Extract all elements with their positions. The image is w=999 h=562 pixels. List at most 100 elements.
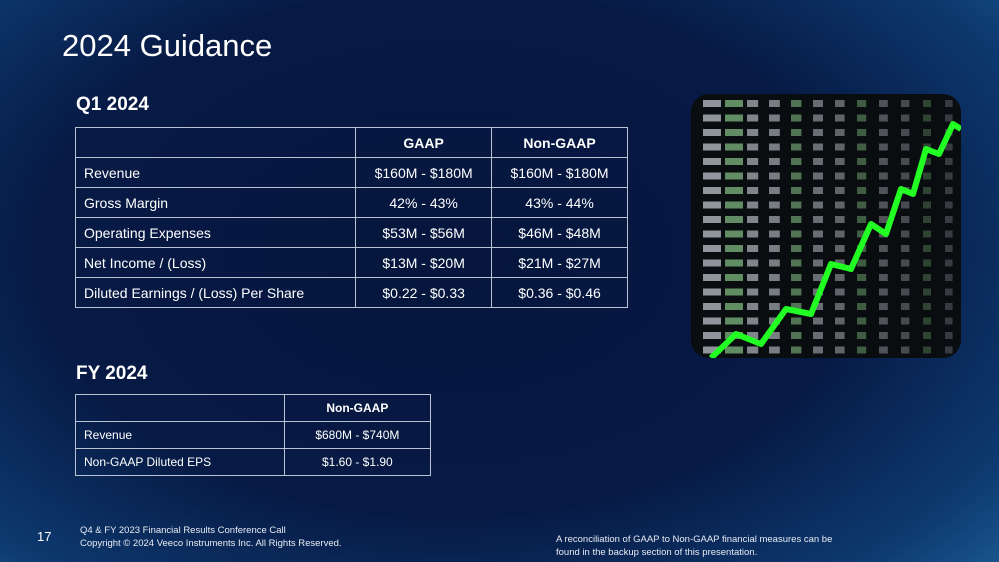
ticker-glyph [901, 332, 910, 339]
ticker-glyph [857, 114, 867, 122]
ticker-glyph [835, 259, 845, 267]
ticker-glyph [835, 129, 845, 136]
ticker-glyph [901, 346, 910, 354]
ticker-glyph [769, 201, 780, 209]
table-cell: Non-GAAP Diluted EPS [75, 448, 285, 476]
ticker-glyph [857, 303, 867, 310]
ticker-glyph [923, 172, 931, 180]
q1-table: GAAP Non-GAAP Revenue $160M - $180M $160M - … [74, 127, 628, 308]
ticker-glyph [769, 332, 780, 339]
ticker-glyph [835, 332, 845, 339]
ticker-glyph [835, 230, 845, 238]
ticker-glyph [945, 201, 953, 209]
ticker-glyph [791, 245, 802, 252]
ticker-glyph [901, 259, 910, 267]
ticker-glyph [923, 187, 931, 194]
ticker-glyph [769, 100, 780, 107]
ticker-glyph [703, 187, 721, 194]
ticker-glyph [901, 288, 910, 296]
ticker-glyph [857, 216, 867, 223]
ticker-glyph [747, 288, 759, 296]
ticker-glyph [769, 274, 780, 281]
ticker-glyph [813, 100, 823, 107]
ticker-glyph [857, 201, 867, 209]
ticker-glyph [945, 332, 953, 339]
table-row: Diluted Earnings / (Loss) Per Share $0.22… [74, 277, 628, 308]
ticker-glyph [901, 201, 910, 209]
ticker-glyph [879, 201, 888, 209]
ticker-glyph [835, 303, 845, 310]
ticker-glyph [769, 187, 780, 194]
ticker-glyph [879, 100, 888, 107]
ticker-glyph [945, 172, 953, 180]
ticker-glyph [857, 259, 867, 267]
section-heading: FY 2024 [76, 363, 148, 384]
ticker-glyph [835, 216, 845, 223]
ticker-glyph [835, 172, 845, 180]
ticker-glyph [813, 230, 823, 238]
ticker-glyph [879, 216, 888, 223]
ticker-glyph [945, 230, 953, 238]
page-number: 17 [37, 529, 52, 544]
ticker-glyph [857, 187, 867, 194]
ticker-glyph [879, 172, 888, 180]
ticker-glyph [813, 245, 823, 252]
ticker-glyph [725, 172, 743, 180]
section-heading: Q1 2024 [76, 94, 149, 115]
ticker-glyph [835, 201, 845, 209]
ticker-glyph [791, 332, 802, 339]
ticker-glyph [703, 114, 721, 122]
ticker-glyph [835, 143, 845, 151]
ticker-glyph [813, 303, 823, 310]
ticker-glyph [725, 158, 743, 165]
ticker-glyph [813, 259, 823, 267]
header-cell: Non-GAAP [491, 127, 628, 158]
footnote: A reconciliation of GAAP to Non-GAAP fin… [556, 533, 832, 559]
ticker-glyph [769, 259, 780, 267]
ticker-glyph [747, 303, 759, 310]
ticker-glyph [703, 303, 721, 310]
table-cell: $13M - $20M [355, 247, 493, 278]
table-cell: $53M - $56M [355, 217, 493, 248]
ticker-glyph [725, 100, 743, 107]
table-cell: Revenue [74, 157, 357, 188]
table-cell: $160M - $180M [491, 157, 628, 188]
ticker-glyph [901, 245, 910, 252]
fy-table: Non-GAAP Revenue $680M - $740M Non-GAAP Dil… [75, 394, 432, 476]
table-cell: $1.60 - $1.90 [283, 448, 432, 476]
ticker-glyph [923, 216, 931, 223]
ticker-glyph [857, 274, 867, 281]
ticker-glyph [945, 187, 953, 194]
ticker-glyph [703, 230, 721, 238]
ticker-glyph [703, 216, 721, 223]
table-cell: Diluted Earnings / (Loss) Per Share [74, 277, 357, 308]
ticker-glyph [901, 143, 910, 151]
ticker-glyph [945, 274, 953, 281]
ticker-glyph [769, 129, 780, 136]
ticker-glyph [923, 158, 931, 165]
ticker-glyph [879, 259, 888, 267]
ticker-glyph [879, 346, 888, 354]
ticker-glyph [747, 332, 759, 339]
ticker-glyph [945, 100, 953, 107]
ticker-glyph [747, 158, 759, 165]
ticker-glyph [923, 100, 931, 107]
ticker-glyph [857, 317, 867, 325]
ticker-glyph [857, 230, 867, 238]
ticker-glyph [747, 230, 759, 238]
ticker-glyph [945, 288, 953, 296]
ticker-glyph [835, 187, 845, 194]
ticker-glyph [945, 346, 953, 354]
table-cell: Revenue [75, 421, 285, 449]
table-cell: $46M - $48M [491, 217, 628, 248]
ticker-glyph [747, 100, 759, 107]
ticker-glyph [725, 114, 743, 122]
ticker-glyph [857, 346, 867, 354]
ticker-glyph [791, 259, 802, 267]
ticker-glyph [791, 129, 802, 136]
ticker-glyph [813, 114, 823, 122]
ticker-glyph [813, 274, 823, 281]
ticker-glyph [791, 158, 802, 165]
ticker-glyph [725, 259, 743, 267]
table-cell: $0.22 - $0.33 [355, 277, 493, 308]
